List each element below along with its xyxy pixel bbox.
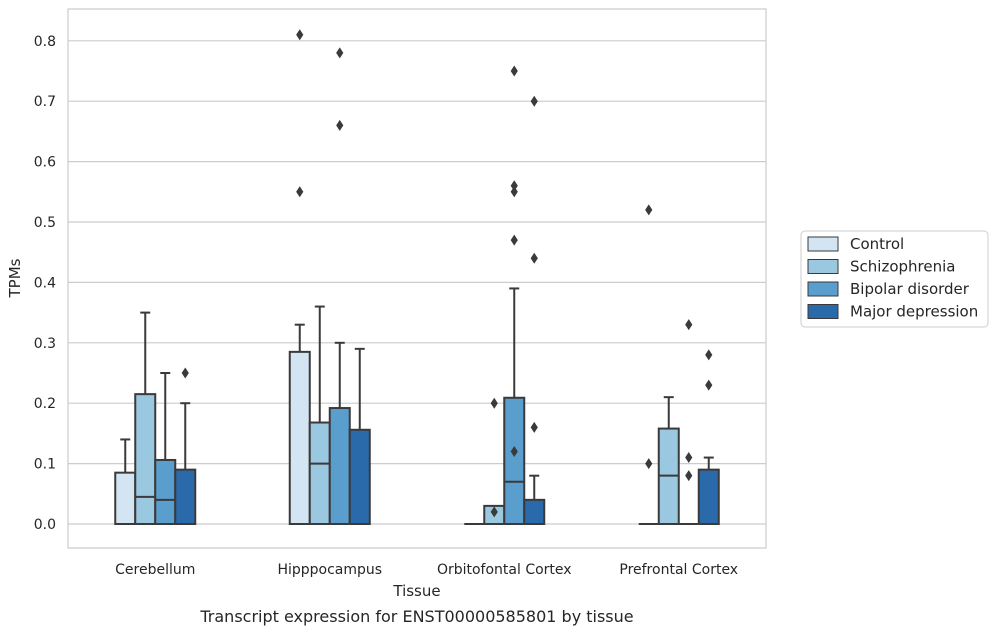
- outlier-points: [181, 29, 713, 518]
- legend-label: Bipolar disorder: [850, 280, 970, 298]
- y-tick-label: 0.1: [34, 457, 56, 473]
- outlier-diamond: [645, 458, 653, 470]
- legend-label: Major depression: [850, 303, 978, 321]
- outlier-diamond: [510, 446, 518, 458]
- x-tick-label: Hipppocampus: [277, 562, 382, 578]
- outlier-diamond: [685, 470, 693, 482]
- outlier-diamond: [490, 397, 498, 409]
- outlier-diamond: [296, 186, 304, 198]
- y-tick-label: 0.0: [34, 517, 56, 533]
- outlier-diamond: [530, 421, 538, 433]
- box-major-depression: [348, 347, 371, 525]
- box-major-depression: [697, 456, 720, 526]
- outlier-diamond: [181, 367, 189, 379]
- legend: Control Schizophrenia Bipolar disorder Majo…: [800, 230, 989, 328]
- outlier-diamond: [530, 252, 538, 264]
- box-rect: [114, 471, 137, 526]
- plot-frame: [67, 8, 767, 549]
- y-tick-label: 0.4: [34, 275, 56, 291]
- box-rect: [697, 468, 720, 526]
- box-series: [114, 287, 720, 526]
- y-tick-label: 0.8: [34, 34, 56, 50]
- x-tick-label: Cerebellum: [115, 562, 195, 578]
- y-tick-label: 0.6: [34, 155, 56, 171]
- box-control: [288, 323, 311, 525]
- legend-frame: [800, 230, 989, 328]
- legend-swatch: [807, 259, 839, 274]
- outlier-diamond: [685, 319, 693, 331]
- legend-swatch: [807, 236, 839, 252]
- box-rect: [288, 350, 311, 525]
- outlier-diamond: [510, 186, 518, 198]
- y-tick-label: 0.5: [34, 215, 56, 231]
- outlier-diamond: [705, 349, 713, 361]
- y-tick-label: 0.3: [34, 336, 56, 352]
- box-rect: [308, 421, 331, 526]
- box-rect: [523, 498, 546, 525]
- outlier-diamond: [510, 65, 518, 77]
- box-bipolar-disorder: [328, 341, 351, 526]
- outlier-diamond: [336, 47, 344, 59]
- x-tick-label: Prefrontal Cortex: [619, 562, 738, 578]
- outlier-diamond: [510, 180, 518, 192]
- y-tick-label: 0.7: [34, 94, 56, 110]
- box-schizophrenia: [657, 396, 680, 525]
- legend-swatch: [807, 281, 839, 297]
- outlier-diamond: [530, 95, 538, 107]
- y-axis-ticks: 0.0 0.1 0.2 0.3 0.4 0.5 0.6 0.7 0.8: [34, 34, 56, 533]
- outlier-diamond: [490, 506, 498, 518]
- x-tick-label: Orbitofontal Cortex: [437, 562, 572, 578]
- box-major-depression: [523, 474, 546, 525]
- figure-caption: Transcript expression for ENST0000058580…: [199, 607, 633, 626]
- legend-swatch: [807, 304, 839, 319]
- x-axis-label: Tissue: [392, 582, 440, 600]
- box-rect: [328, 407, 351, 526]
- box-rect: [134, 393, 157, 526]
- y-tick-label: 0.2: [34, 396, 56, 412]
- box-rect: [503, 396, 526, 526]
- outlier-diamond: [296, 29, 304, 41]
- box-rect: [154, 458, 177, 526]
- box-schizophrenia: [308, 305, 331, 526]
- outlier-diamond: [645, 204, 653, 216]
- box-major-depression: [174, 402, 197, 526]
- outlier-diamond: [510, 234, 518, 246]
- box-schizophrenia: [134, 311, 157, 526]
- y-axis-label: TPMs: [6, 258, 24, 298]
- legend-label: Control: [850, 235, 904, 253]
- outlier-diamond: [336, 119, 344, 131]
- box-bipolar-disorder: [503, 287, 526, 526]
- outlier-diamond: [705, 379, 713, 391]
- box-rect: [174, 468, 197, 526]
- box-bipolar-disorder: [154, 372, 177, 526]
- legend-label: Schizophrenia: [850, 258, 955, 276]
- box-control: [114, 438, 137, 526]
- box-rect: [348, 428, 371, 525]
- x-axis-ticks: Cerebellum Hipppocampus Orbitofontal Corte…: [115, 562, 738, 578]
- outlier-diamond: [685, 452, 693, 464]
